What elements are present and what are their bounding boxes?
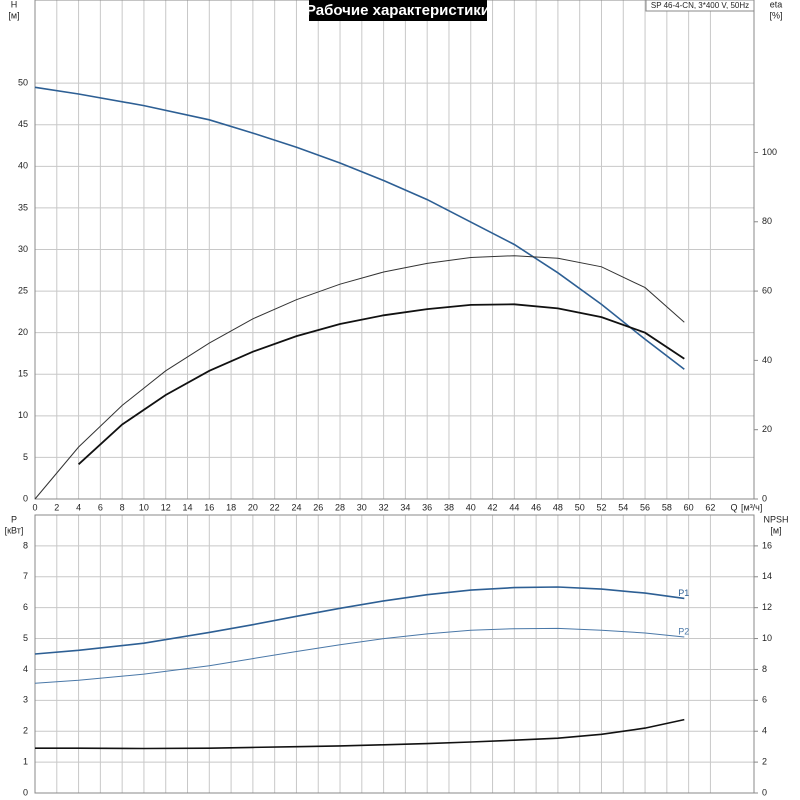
y-tick-label: 40 bbox=[18, 161, 28, 171]
y2-axis-label: NPSH bbox=[763, 514, 788, 524]
y2-tick-label: 2 bbox=[762, 756, 767, 766]
x-tick-label: 58 bbox=[662, 502, 672, 512]
y-tick-label: 5 bbox=[23, 452, 28, 462]
x-tick-label: 8 bbox=[120, 502, 125, 512]
y2-tick-label: 40 bbox=[762, 355, 772, 365]
y2-axis-label: eta bbox=[770, 0, 783, 9]
y2-axis-unit: [м] bbox=[770, 525, 781, 535]
x-tick-label: 40 bbox=[466, 502, 476, 512]
x-tick-label: 38 bbox=[444, 502, 454, 512]
curve bbox=[34, 586, 685, 655]
chart-subtitle: SP 46-4-CN, 3*400 V, 50Hz bbox=[651, 1, 749, 10]
y-tick-label: 15 bbox=[18, 369, 28, 379]
y-axis-unit: [кВт] bbox=[5, 525, 24, 535]
x-tick-label: 12 bbox=[161, 502, 171, 512]
x-tick-label: 50 bbox=[575, 502, 585, 512]
x-tick-label: 26 bbox=[313, 502, 323, 512]
y2-tick-label: 100 bbox=[762, 147, 777, 157]
curve bbox=[34, 86, 685, 370]
y2-tick-label: 10 bbox=[762, 633, 772, 643]
subtitle-box bbox=[645, 0, 755, 12]
y-tick-label: 25 bbox=[18, 285, 28, 295]
title-box bbox=[309, 0, 487, 21]
x-tick-label: 6 bbox=[98, 502, 103, 512]
x-tick-label: 30 bbox=[357, 502, 367, 512]
y-tick-label: 8 bbox=[23, 540, 28, 550]
y-tick-label: 20 bbox=[18, 327, 28, 337]
y2-tick-label: 12 bbox=[762, 602, 772, 612]
plot-frame bbox=[34, 0, 755, 500]
x-tick-label: 10 bbox=[139, 502, 149, 512]
series-label: P2 bbox=[678, 626, 689, 636]
x-tick-label: 46 bbox=[531, 502, 541, 512]
x-tick-label: 16 bbox=[204, 502, 214, 512]
x-tick-label: 34 bbox=[400, 502, 410, 512]
plot-frame bbox=[34, 514, 755, 794]
x-tick-label: 62 bbox=[705, 502, 715, 512]
y2-tick-label: 20 bbox=[762, 424, 772, 434]
y2-tick-label: 16 bbox=[762, 540, 772, 550]
y2-tick-label: 8 bbox=[762, 664, 767, 674]
x-tick-label: 44 bbox=[509, 502, 519, 512]
x-tick-label: 4 bbox=[76, 502, 81, 512]
y-tick-label: 7 bbox=[23, 571, 28, 581]
y-tick-label: 4 bbox=[23, 664, 28, 674]
x-tick-label: 56 bbox=[640, 502, 650, 512]
curve bbox=[34, 255, 685, 500]
x-tick-label: 36 bbox=[422, 502, 432, 512]
y-tick-label: 0 bbox=[23, 493, 28, 503]
y-tick-label: 6 bbox=[23, 602, 28, 612]
x-tick-label: 24 bbox=[291, 502, 301, 512]
series-label: P1 bbox=[678, 588, 689, 598]
x-tick-label: 28 bbox=[335, 502, 345, 512]
y-tick-label: 10 bbox=[18, 410, 28, 420]
x-tick-label: 0 bbox=[32, 502, 37, 512]
y-tick-label: 30 bbox=[18, 244, 28, 254]
y2-tick-label: 80 bbox=[762, 216, 772, 226]
y2-tick-label: 0 bbox=[762, 493, 767, 503]
x-tick-label: 54 bbox=[618, 502, 628, 512]
x-tick-label: 52 bbox=[596, 502, 606, 512]
x-tick-label: 18 bbox=[226, 502, 236, 512]
y-axis-label: H bbox=[11, 0, 18, 9]
y-tick-label: 3 bbox=[23, 695, 28, 705]
x-axis-label: Q bbox=[730, 502, 737, 512]
y-axis-label: P bbox=[11, 514, 17, 524]
x-axis-unit: [м³/ч] bbox=[741, 502, 762, 512]
x-tick-label: 32 bbox=[379, 502, 389, 512]
x-tick-label: 22 bbox=[270, 502, 280, 512]
curve bbox=[77, 303, 685, 465]
x-tick-label: 48 bbox=[553, 502, 563, 512]
curve bbox=[35, 718, 685, 750]
y-tick-label: 0 bbox=[23, 787, 28, 797]
y2-axis-unit: [%] bbox=[769, 10, 782, 20]
x-tick-label: 60 bbox=[684, 502, 694, 512]
y-tick-label: 45 bbox=[18, 119, 28, 129]
curve bbox=[34, 627, 685, 684]
x-tick-label: 2 bbox=[54, 502, 59, 512]
y-tick-label: 1 bbox=[23, 756, 28, 766]
y2-tick-label: 6 bbox=[762, 695, 767, 705]
y2-tick-label: 4 bbox=[762, 726, 767, 736]
y-axis-unit: [м] bbox=[8, 10, 19, 20]
chart-title: Рабочие характеристики bbox=[306, 2, 490, 19]
y2-tick-label: 60 bbox=[762, 285, 772, 295]
y-tick-label: 2 bbox=[23, 726, 28, 736]
y-tick-label: 35 bbox=[18, 202, 28, 212]
y2-tick-label: 14 bbox=[762, 571, 772, 581]
y-tick-label: 5 bbox=[23, 633, 28, 643]
x-tick-label: 42 bbox=[488, 502, 498, 512]
y-tick-label: 50 bbox=[18, 78, 28, 88]
x-tick-label: 20 bbox=[248, 502, 258, 512]
x-tick-label: 14 bbox=[183, 502, 193, 512]
y2-tick-label: 0 bbox=[762, 787, 767, 797]
